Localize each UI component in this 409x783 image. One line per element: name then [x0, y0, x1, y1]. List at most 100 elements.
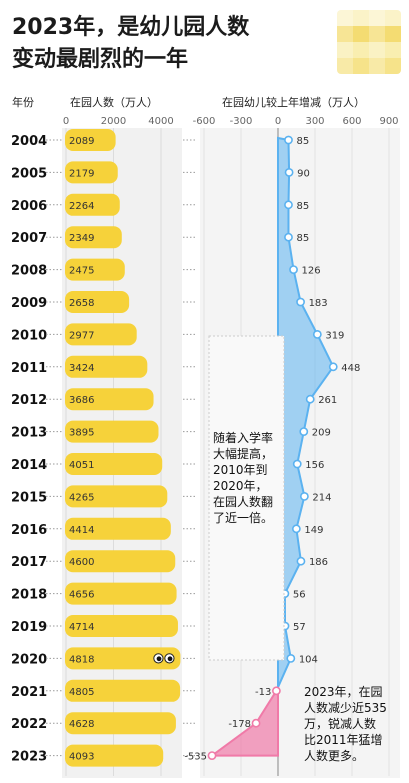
enrollment-bar: [65, 550, 176, 573]
change-value-label: 126: [302, 266, 321, 277]
year-label: 2010: [11, 328, 47, 343]
year-label: 2022: [11, 717, 47, 732]
change-point: [296, 297, 305, 307]
enrollment-bar: [65, 323, 137, 346]
change-value-label: 186: [309, 557, 328, 568]
year-label: 2013: [11, 426, 47, 441]
year-label: 2011: [11, 361, 47, 376]
year-label: 2021: [11, 685, 47, 700]
annotation-drop-line: 人数减少近535: [304, 700, 387, 715]
enrollment-value-label: 2658: [69, 298, 94, 309]
change-point: [299, 427, 309, 436]
enrollment-value-label: 4714: [69, 622, 94, 633]
change-value-label: -13: [255, 687, 271, 698]
enrollment-bar: [65, 712, 176, 735]
enrollment-bar: [65, 226, 122, 249]
year-label: 2016: [11, 523, 47, 538]
pupil-icon: [156, 656, 162, 662]
change-value-label: 214: [312, 492, 331, 503]
change-point: [296, 556, 306, 566]
change-point: [299, 491, 309, 501]
change-point: [292, 459, 302, 469]
change-point: [291, 524, 301, 534]
year-label: 2006: [11, 199, 47, 214]
change-value-label: 183: [309, 298, 328, 309]
enrollment-value-label: 4051: [69, 460, 94, 471]
change-tick-label: 900: [379, 116, 398, 127]
year-label: 2014: [11, 458, 47, 473]
enrollment-bar: [65, 355, 148, 378]
enrollment-bar: [65, 647, 181, 670]
change-column-header: 在园幼儿较上年增减（万人）: [222, 95, 365, 109]
enrollment-bar: [65, 615, 178, 637]
change-value-label: 149: [304, 525, 323, 536]
annotation-note-line: 在园人数翻: [213, 494, 273, 509]
enrollment-value-label: 2179: [69, 168, 94, 179]
enrollment-value-label: 2089: [69, 136, 94, 147]
year-label: 2009: [11, 296, 47, 311]
enrollment-bar: [65, 485, 168, 508]
enrollment-value-label: 2475: [69, 266, 94, 277]
year-label: 2019: [11, 620, 47, 635]
annotation-drop-line: 2023年，在园: [304, 685, 383, 699]
change-value-label: 85: [296, 136, 309, 147]
change-value-label: 85: [296, 233, 309, 244]
change-value-label: 56: [293, 590, 306, 601]
enrollment-tick-label: 0: [63, 116, 69, 127]
year-label: 2018: [11, 588, 47, 603]
year-label: 2020: [11, 652, 47, 667]
change-point: [284, 135, 293, 145]
year-label: 2005: [11, 166, 47, 181]
year-label: 2015: [11, 490, 47, 505]
positive-change-area: [277, 136, 335, 688]
annotation-drop-line: 万，锐减人数: [304, 716, 376, 731]
enrollment-bar: [65, 388, 154, 411]
enrollment-bar: [65, 453, 163, 475]
enrollment-bar: [65, 291, 130, 313]
change-point: [289, 265, 298, 274]
enrollment-value-label: 4265: [69, 492, 94, 503]
year-label: 2008: [11, 264, 47, 279]
change-value-label: 319: [325, 330, 344, 341]
change-tick-label: 600: [342, 116, 361, 127]
change-value-label: 261: [318, 395, 337, 406]
change-value-label: -535: [184, 752, 207, 763]
enrollment-value-label: 2349: [69, 233, 94, 244]
page-title: 2023年，是幼儿园人数 变动最剧烈的一年: [12, 12, 249, 76]
title-line-1: 2023年，是幼儿园人数: [12, 15, 250, 40]
change-point: [251, 718, 261, 728]
enrollment-column-header: 在园人数（万人）: [70, 96, 158, 109]
annotation-drop-line: 比2011年猛增: [304, 733, 383, 747]
enrollment-value-label: 3686: [69, 395, 94, 406]
enrollment-value-label: 4656: [69, 590, 94, 601]
change-value-label: 156: [305, 460, 324, 471]
enrollment-bar: [65, 582, 177, 605]
year-label: 2012: [11, 393, 47, 408]
enrollment-tick-label: 2000: [101, 116, 126, 127]
enrollment-bar: [65, 258, 125, 281]
enrollment-value-label: 4818: [69, 654, 94, 665]
year-label: 2017: [11, 555, 47, 570]
title-line-2: 变动最剧烈的一年: [12, 47, 189, 72]
annotation-box: [208, 335, 285, 661]
change-point: [284, 167, 294, 177]
annotation-note-line: 2020年，: [213, 479, 268, 493]
change-point: [286, 654, 296, 663]
enrollment-bar: [65, 679, 181, 702]
enrollment-value-label: 3424: [69, 363, 94, 374]
change-value-label: 104: [299, 654, 318, 665]
enrollment-value-label: 2264: [69, 201, 94, 212]
enrollment-bar: [65, 744, 164, 767]
change-value-label: 85: [296, 201, 309, 212]
annotation-note-line: 随着入学率: [213, 430, 273, 445]
pupil-icon: [167, 656, 173, 662]
change-value-label: -178: [228, 719, 251, 730]
year-column-header: 年份: [12, 95, 34, 109]
change-point: [284, 200, 293, 210]
annotation-drop-line: 人数更多。: [304, 748, 364, 763]
change-tick-label: -300: [230, 116, 253, 127]
enrollment-bar: [65, 161, 118, 184]
enrollment-value-label: 4414: [69, 525, 94, 536]
enrollment-value-label: 4805: [69, 687, 94, 698]
